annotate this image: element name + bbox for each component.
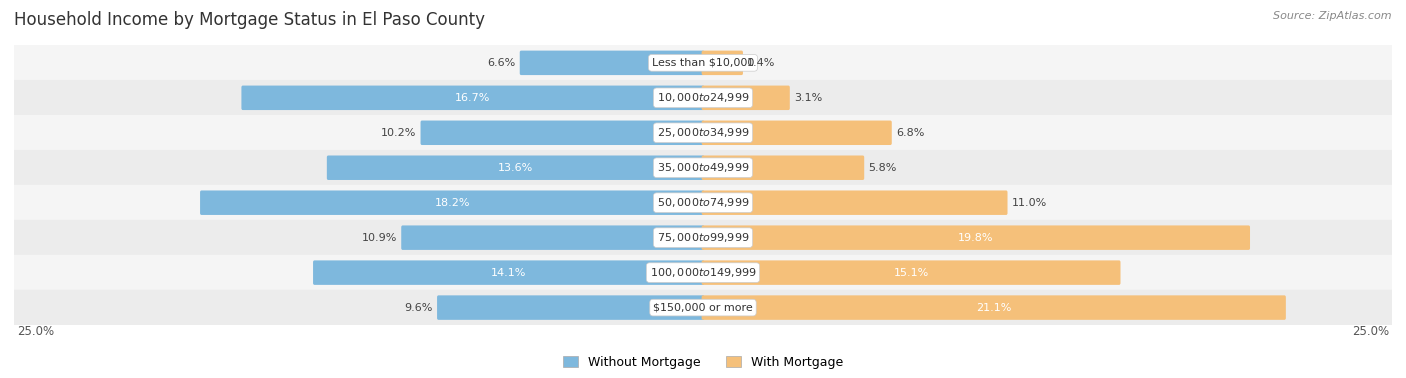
FancyBboxPatch shape xyxy=(14,115,1392,150)
Text: $75,000 to $99,999: $75,000 to $99,999 xyxy=(657,231,749,244)
Text: $150,000 or more: $150,000 or more xyxy=(654,303,752,313)
Text: 6.6%: 6.6% xyxy=(488,58,516,68)
FancyBboxPatch shape xyxy=(702,155,865,180)
FancyBboxPatch shape xyxy=(14,80,1392,116)
Text: 13.6%: 13.6% xyxy=(498,163,533,173)
FancyBboxPatch shape xyxy=(702,225,1250,250)
FancyBboxPatch shape xyxy=(14,185,1392,220)
Text: Less than $10,000: Less than $10,000 xyxy=(652,58,754,68)
FancyBboxPatch shape xyxy=(702,85,790,110)
Text: $25,000 to $34,999: $25,000 to $34,999 xyxy=(657,126,749,139)
FancyBboxPatch shape xyxy=(520,51,704,75)
FancyBboxPatch shape xyxy=(702,51,742,75)
Text: 19.8%: 19.8% xyxy=(957,233,994,243)
Text: 6.8%: 6.8% xyxy=(896,128,924,138)
Text: 11.0%: 11.0% xyxy=(1012,198,1047,208)
Text: Source: ZipAtlas.com: Source: ZipAtlas.com xyxy=(1274,11,1392,21)
FancyBboxPatch shape xyxy=(401,225,704,250)
Text: $100,000 to $149,999: $100,000 to $149,999 xyxy=(650,266,756,279)
FancyBboxPatch shape xyxy=(420,121,704,145)
FancyBboxPatch shape xyxy=(200,191,704,215)
Text: 25.0%: 25.0% xyxy=(17,325,53,338)
FancyBboxPatch shape xyxy=(437,295,704,320)
FancyBboxPatch shape xyxy=(702,260,1121,285)
FancyBboxPatch shape xyxy=(14,45,1392,81)
Text: 21.1%: 21.1% xyxy=(976,303,1011,313)
FancyBboxPatch shape xyxy=(242,85,704,110)
Text: 14.1%: 14.1% xyxy=(491,268,526,277)
FancyBboxPatch shape xyxy=(702,121,891,145)
Text: $50,000 to $74,999: $50,000 to $74,999 xyxy=(657,196,749,209)
Text: 3.1%: 3.1% xyxy=(794,93,823,103)
Text: 15.1%: 15.1% xyxy=(893,268,929,277)
Text: 9.6%: 9.6% xyxy=(405,303,433,313)
Text: 10.9%: 10.9% xyxy=(361,233,396,243)
Text: $35,000 to $49,999: $35,000 to $49,999 xyxy=(657,161,749,174)
Text: 5.8%: 5.8% xyxy=(869,163,897,173)
Text: 25.0%: 25.0% xyxy=(1353,325,1389,338)
FancyBboxPatch shape xyxy=(702,295,1286,320)
Text: 10.2%: 10.2% xyxy=(381,128,416,138)
Text: $10,000 to $24,999: $10,000 to $24,999 xyxy=(657,91,749,104)
Text: 16.7%: 16.7% xyxy=(456,93,491,103)
Legend: Without Mortgage, With Mortgage: Without Mortgage, With Mortgage xyxy=(562,356,844,369)
FancyBboxPatch shape xyxy=(14,150,1392,186)
FancyBboxPatch shape xyxy=(14,220,1392,256)
Text: 1.4%: 1.4% xyxy=(747,58,776,68)
FancyBboxPatch shape xyxy=(14,255,1392,290)
FancyBboxPatch shape xyxy=(314,260,704,285)
FancyBboxPatch shape xyxy=(326,155,704,180)
Text: 18.2%: 18.2% xyxy=(434,198,470,208)
Text: Household Income by Mortgage Status in El Paso County: Household Income by Mortgage Status in E… xyxy=(14,11,485,29)
FancyBboxPatch shape xyxy=(14,290,1392,325)
FancyBboxPatch shape xyxy=(702,191,1008,215)
